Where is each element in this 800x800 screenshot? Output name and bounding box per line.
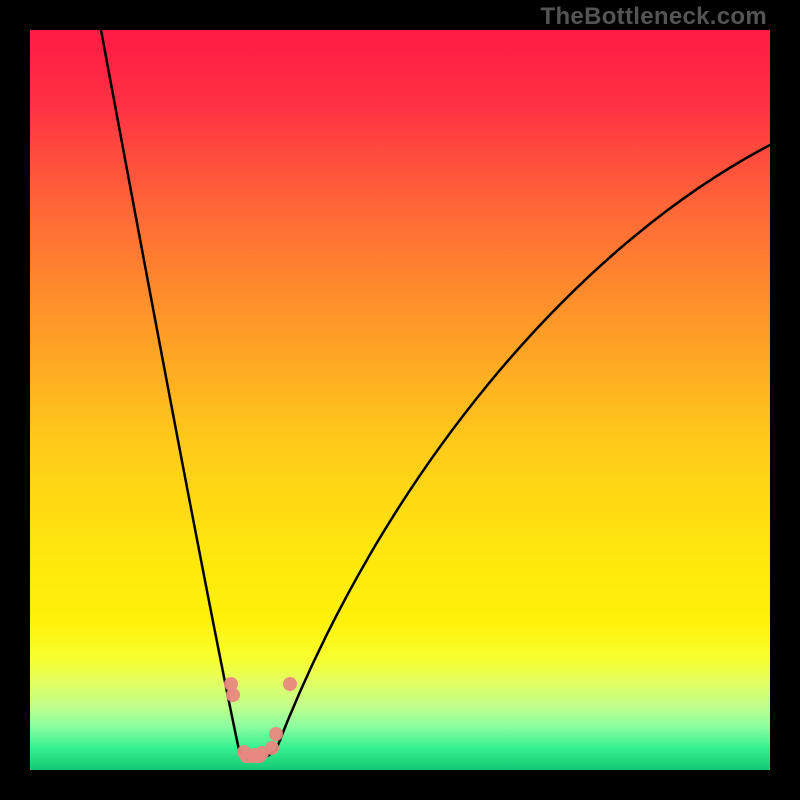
plot-area (30, 30, 770, 770)
data-marker (226, 688, 240, 702)
data-marker (265, 741, 279, 755)
data-marker (283, 677, 297, 691)
frame: TheBottleneck.com (0, 0, 800, 800)
bottleneck-curve (30, 30, 770, 770)
data-marker (269, 727, 283, 741)
watermark-text: TheBottleneck.com (541, 3, 767, 31)
data-marker-wide (240, 751, 266, 763)
